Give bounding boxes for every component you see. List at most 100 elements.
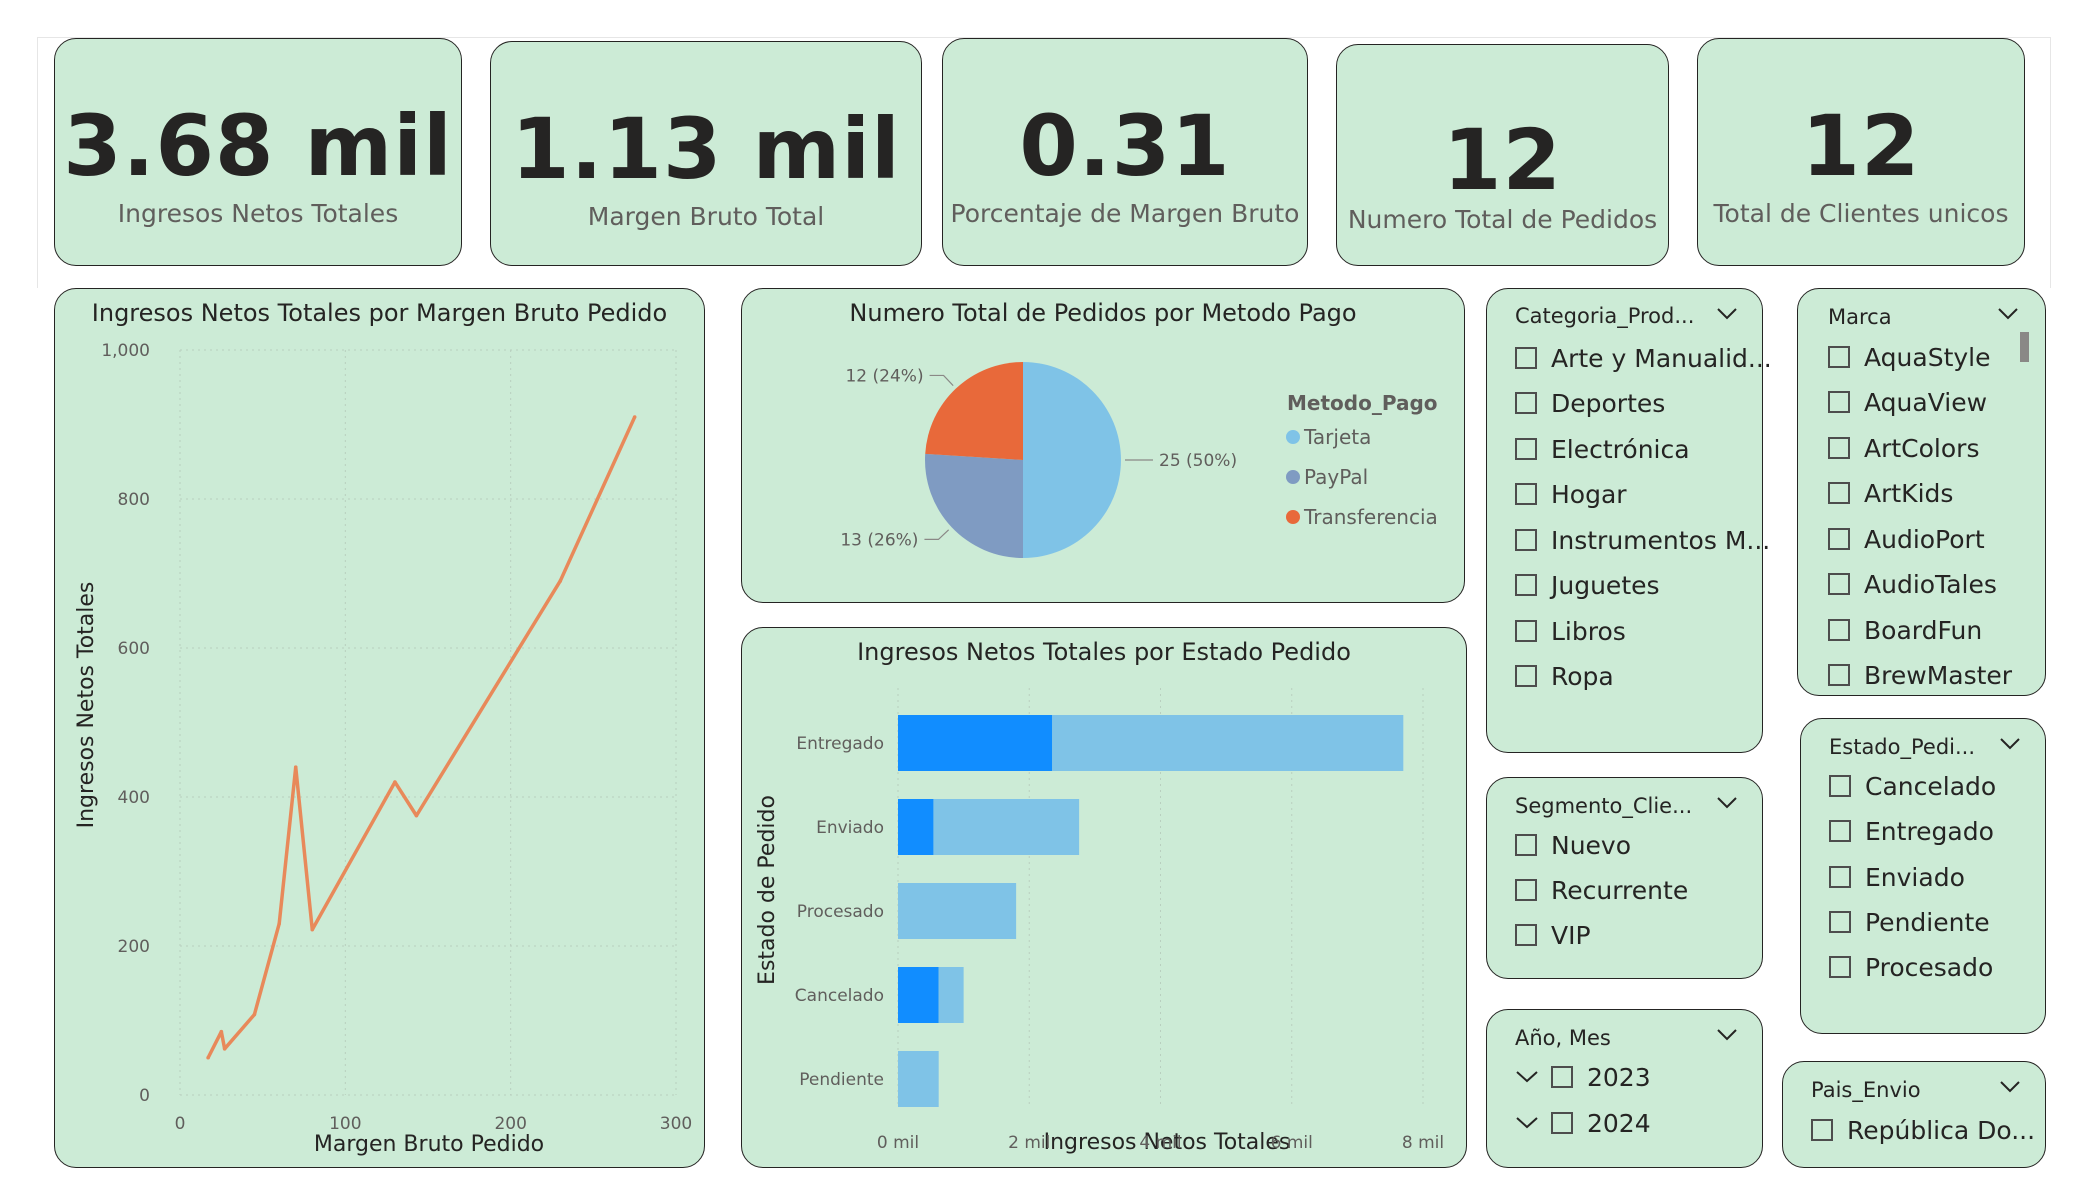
checkbox[interactable] <box>1829 775 1851 797</box>
checkbox[interactable] <box>1829 911 1851 933</box>
checkbox[interactable] <box>1515 834 1537 856</box>
chevron-down-icon[interactable] <box>1999 737 2021 751</box>
slicer-item[interactable]: AquaView <box>1828 385 1987 419</box>
x-tick-label: 8 mil <box>1402 1133 1444 1153</box>
checkbox[interactable] <box>1551 1066 1573 1088</box>
slicer-item[interactable]: Recurrente <box>1515 873 1688 907</box>
checkbox[interactable] <box>1515 620 1537 642</box>
slicer-segmento[interactable]: Segmento_Clie... Nuevo Recurrente VIP <box>1486 777 1763 979</box>
slicer-item-label: Entregado <box>1865 816 1994 846</box>
checkbox[interactable] <box>1828 391 1850 413</box>
slicer-estado[interactable]: Estado_Pedi... Cancelado Entregado Envia… <box>1800 718 2046 1034</box>
slicer-item-2023[interactable]: 2023 <box>1515 1060 1651 1094</box>
checkbox[interactable] <box>1515 574 1537 596</box>
checkbox[interactable] <box>1829 866 1851 888</box>
slicer-item[interactable]: Nuevo <box>1515 828 1631 862</box>
slicer-item[interactable]: Pendiente <box>1829 905 1990 939</box>
pie-slice <box>1023 362 1121 558</box>
y-tick-label: 600 <box>118 639 150 659</box>
checkbox[interactable] <box>1829 820 1851 842</box>
kpi-card-ingresos[interactable]: 3.68 mil Ingresos Netos Totales <box>54 38 462 266</box>
legend-dot-paypal <box>1286 470 1300 484</box>
bar-chart: Estado de Pedido Ingresos Netos Totales … <box>755 688 1444 1155</box>
slicer-item[interactable]: AquaStyle <box>1828 340 1991 374</box>
pie-legend-title: Metodo_Pago <box>1287 391 1438 415</box>
checkbox[interactable] <box>1551 1112 1573 1134</box>
slicer-item[interactable]: Enviado <box>1829 860 1965 894</box>
slicer-item-label: Nuevo <box>1551 830 1632 860</box>
slicer-item[interactable]: BoardFun <box>1828 613 1982 647</box>
slicer-item[interactable]: ArtColors <box>1828 431 1979 465</box>
pie-chart-card[interactable]: Numero Total de Pedidos por Metodo Pago … <box>741 288 1465 603</box>
kpi-card-pedidos[interactable]: 12 Numero Total de Pedidos <box>1336 44 1669 266</box>
slicer-item[interactable]: Instrumentos M... <box>1515 523 1770 557</box>
slicer-item[interactable]: Cancelado <box>1829 769 1996 803</box>
y-tick-label: Cancelado <box>795 986 884 1006</box>
x-tick-label: 0 mil <box>877 1133 919 1153</box>
kpi-card-clientes[interactable]: 12 Total de Clientes unicos <box>1697 38 2025 266</box>
slicer-item[interactable]: Procesado <box>1829 950 1993 984</box>
legend-item-paypal[interactable]: PayPal <box>1304 465 1368 489</box>
chevron-down-icon[interactable] <box>1999 1080 2021 1094</box>
slicer-categoria[interactable]: Categoria_Prod... Arte y Manualid... Dep… <box>1486 288 1772 753</box>
bar-x-axis-label: Ingresos Netos Totales <box>1044 1130 1291 1155</box>
slicer-item-2024[interactable]: 2024 <box>1515 1106 1651 1140</box>
slicer-item[interactable]: ArtKids <box>1828 476 1953 510</box>
checkbox[interactable] <box>1829 956 1851 978</box>
line-chart-card[interactable]: Ingresos Netos Totales por Margen Bruto … <box>54 288 705 1168</box>
slicer-item[interactable]: Hogar <box>1515 477 1627 511</box>
slicer-item[interactable]: Juguetes <box>1515 568 1660 602</box>
slicer-anio-mes[interactable]: Año, Mes 2023 2024 <box>1486 1009 1763 1168</box>
scrollbar-thumb[interactable] <box>2020 332 2029 362</box>
chevron-down-icon[interactable] <box>1997 307 2019 321</box>
kpi-label: Ingresos Netos Totales <box>117 199 399 228</box>
x-tick-label: 0 <box>175 1114 186 1134</box>
slicer-pais-envio[interactable]: Pais_Envio República Do... <box>1782 1061 2046 1168</box>
chevron-down-icon[interactable] <box>1716 307 1738 321</box>
slicer-item[interactable]: VIP <box>1515 918 1591 952</box>
slicer-marca[interactable]: Marca AquaStyle AquaView ArtColors ArtKi… <box>1797 288 2046 696</box>
slicer-item[interactable]: Electrónica <box>1515 432 1690 466</box>
slicer-item-label: Instrumentos M... <box>1551 525 1771 555</box>
slicer-item[interactable]: Ropa <box>1515 659 1614 693</box>
checkbox[interactable] <box>1515 438 1537 460</box>
checkbox[interactable] <box>1515 392 1537 414</box>
slicer-item-label: AudioPort <box>1864 524 1985 554</box>
checkbox[interactable] <box>1515 529 1537 551</box>
checkbox[interactable] <box>1811 1119 1833 1141</box>
checkbox[interactable] <box>1515 665 1537 687</box>
chevron-down-icon[interactable] <box>1716 1028 1738 1042</box>
checkbox[interactable] <box>1515 347 1537 369</box>
checkbox[interactable] <box>1828 437 1850 459</box>
data-point <box>219 1029 224 1034</box>
data-point <box>632 415 637 419</box>
legend-item-tarjeta[interactable]: Tarjeta <box>1303 425 1371 449</box>
chevron-down-icon[interactable] <box>1716 796 1738 810</box>
slicer-item[interactable]: Arte y Manualid... <box>1515 341 1772 375</box>
pie-chart-title: Numero Total de Pedidos por Metodo Pago <box>849 299 1357 327</box>
checkbox[interactable] <box>1828 619 1850 641</box>
kpi-value: 0.31 <box>1019 97 1231 195</box>
checkbox[interactable] <box>1828 346 1850 368</box>
legend-item-transferencia[interactable]: Transferencia <box>1303 505 1438 529</box>
slicer-item[interactable]: AudioTales <box>1828 567 1997 601</box>
slicer-item[interactable]: Deportes <box>1515 386 1665 420</box>
bar-chart-card[interactable]: Ingresos Netos Totales por Estado Pedido… <box>741 627 1467 1168</box>
x-tick-label: 2 mil <box>1008 1133 1050 1153</box>
chevron-down-icon[interactable] <box>1515 1070 1539 1084</box>
slicer-item[interactable]: BrewMaster <box>1828 658 2012 692</box>
kpi-card-porcentaje[interactable]: 0.31 Porcentaje de Margen Bruto <box>942 38 1308 266</box>
slicer-item[interactable]: República Do... <box>1811 1113 2035 1147</box>
chevron-down-icon[interactable] <box>1515 1116 1539 1130</box>
checkbox[interactable] <box>1828 528 1850 550</box>
checkbox[interactable] <box>1828 664 1850 686</box>
slicer-item[interactable]: Entregado <box>1829 814 1994 848</box>
slicer-item[interactable]: AudioPort <box>1828 522 1985 556</box>
slicer-item[interactable]: Libros <box>1515 614 1626 648</box>
checkbox[interactable] <box>1515 483 1537 505</box>
checkbox[interactable] <box>1828 482 1850 504</box>
checkbox[interactable] <box>1515 924 1537 946</box>
checkbox[interactable] <box>1828 573 1850 595</box>
checkbox[interactable] <box>1515 879 1537 901</box>
kpi-card-margen[interactable]: 1.13 mil Margen Bruto Total <box>490 41 922 266</box>
